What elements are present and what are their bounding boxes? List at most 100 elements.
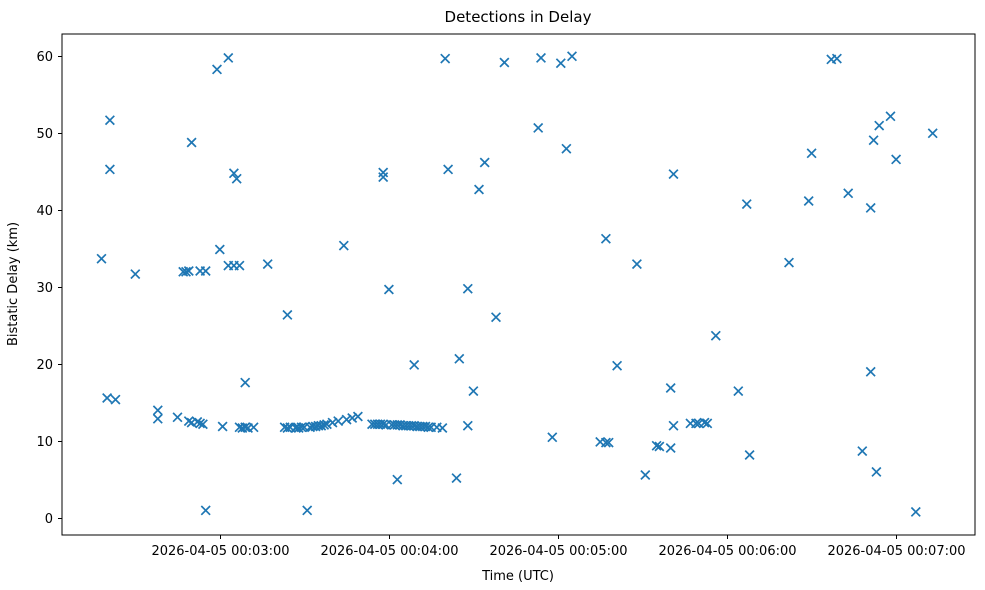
data-point-marker [327, 417, 338, 428]
data-point-marker [665, 442, 676, 454]
data-point-marker [868, 135, 879, 146]
y-tick-label: 30 [36, 281, 53, 296]
data-point-marker [443, 164, 454, 175]
data-point-marker [234, 260, 245, 271]
data-point-marker [341, 414, 352, 425]
data-point-marker [533, 122, 544, 133]
data-point-marker [600, 233, 611, 244]
data-point-marker [347, 412, 358, 424]
data-point-marker [612, 360, 623, 371]
y-tick-label: 40 [36, 204, 53, 219]
data-point-marker [668, 169, 679, 180]
data-point-marker [631, 259, 642, 270]
data-point-marker [843, 188, 854, 199]
data-point-marker [885, 111, 896, 122]
data-point-marker [874, 120, 885, 131]
data-point-marker [744, 449, 755, 461]
data-point-marker [211, 64, 223, 75]
data-point-marker [927, 128, 938, 139]
data-point-marker [130, 269, 141, 280]
data-point-marker [865, 202, 876, 213]
x-tick-label: 2026-04-05 00:05:00 [489, 544, 627, 559]
data-point-marker [600, 437, 611, 448]
data-point-marker [152, 413, 163, 424]
data-point-marker [871, 466, 882, 477]
data-point-marker [183, 265, 194, 277]
x-tick-label: 2026-04-05 00:06:00 [658, 544, 796, 559]
data-point-marker [240, 377, 251, 388]
data-point-marker [186, 137, 197, 148]
data-point-marker [451, 473, 462, 484]
data-point-marker [282, 422, 293, 434]
data-point-marker [566, 51, 578, 62]
data-point-marker [640, 469, 651, 481]
data-point-marker [440, 53, 451, 64]
data-point-marker [490, 312, 502, 323]
data-point-marker [228, 168, 239, 179]
data-point-marker [378, 172, 389, 183]
data-point-marker [865, 366, 876, 377]
data-point-marker [473, 184, 485, 195]
data-point-marker [733, 386, 744, 397]
data-point-marker [710, 330, 721, 341]
data-points [96, 51, 938, 517]
data-point-marker [479, 157, 490, 168]
x-tick-label: 2026-04-05 00:03:00 [151, 544, 289, 559]
data-point-marker [454, 353, 465, 364]
y-axis-label: Bistatic Delay (km) [6, 222, 21, 346]
data-point-marker [783, 257, 795, 268]
data-point-marker [462, 283, 473, 294]
data-point-marker [561, 143, 572, 154]
data-point-marker [110, 394, 121, 405]
data-point-marker [378, 167, 389, 178]
data-point-marker [217, 421, 228, 432]
data-point-marker [468, 386, 479, 397]
axes-layer: 2026-04-05 00:03:00 2026-04-05 00:04:00 20… [36, 33, 976, 559]
data-point-marker [547, 432, 558, 443]
data-point-marker [803, 195, 814, 207]
data-point-marker [910, 506, 921, 517]
data-point-marker [192, 416, 203, 427]
data-point-marker [603, 437, 614, 448]
data-point-marker [409, 359, 420, 370]
data-point-marker [172, 412, 183, 423]
data-point-marker [378, 419, 389, 430]
data-point-marker [282, 309, 293, 320]
data-point-marker [333, 416, 344, 427]
data-point-marker [152, 405, 163, 416]
data-point-marker [195, 418, 206, 429]
data-point-marker [316, 420, 327, 431]
data-point-marker [665, 382, 676, 394]
data-point-marker [654, 441, 665, 452]
data-point-marker [555, 58, 566, 69]
data-point-marker [338, 240, 349, 251]
data-point-marker [248, 422, 259, 433]
data-point-marker [200, 265, 211, 277]
data-point-marker [240, 422, 251, 433]
data-point-marker [197, 419, 208, 430]
chart-title: Detections in Delay [445, 8, 592, 26]
data-point-marker [180, 266, 192, 277]
data-point-marker [352, 411, 363, 422]
data-point-marker [183, 416, 194, 427]
data-point-marker [741, 199, 752, 210]
data-point-marker [104, 115, 115, 126]
data-point-marker [200, 505, 211, 516]
data-point-marker [651, 440, 662, 451]
data-point-marker [96, 253, 107, 264]
data-point-marker [383, 284, 394, 295]
y-tick-label: 20 [36, 358, 53, 373]
plot-spines [61, 33, 976, 536]
data-point-marker [104, 164, 115, 175]
x-axis-label: Time (UTC) [481, 569, 554, 584]
data-point-marker [702, 418, 713, 429]
data-point-marker [231, 173, 242, 184]
data-point-marker [891, 154, 902, 165]
x-tick-label: 2026-04-05 00:07:00 [827, 544, 965, 559]
y-tick-label: 0 [45, 512, 53, 527]
data-point-marker [437, 422, 448, 434]
data-point-marker [223, 52, 234, 63]
x-tick-label: 2026-04-05 00:04:00 [320, 544, 458, 559]
